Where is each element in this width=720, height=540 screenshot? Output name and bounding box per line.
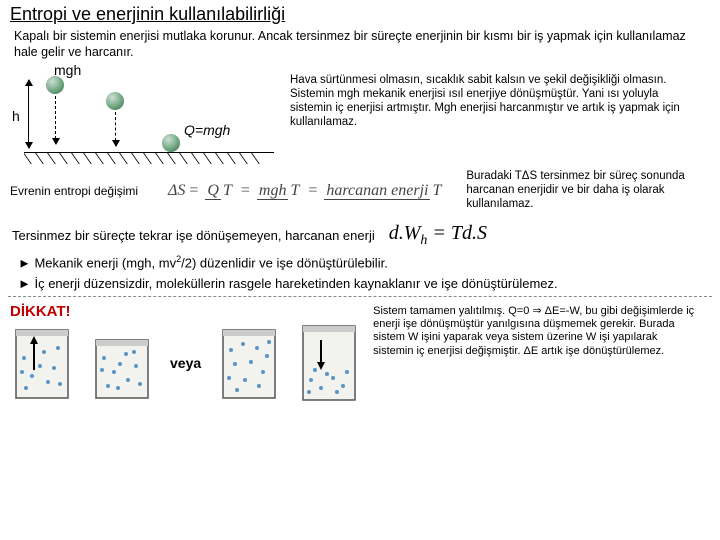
beakers-group: veya [10, 322, 361, 404]
veya-label: veya [170, 355, 201, 371]
h-arrow [28, 80, 29, 148]
bullet-mechanical: ► Mekanik enerji (mgh, mv2/2) düzenlidir… [0, 251, 720, 273]
ball-3 [162, 134, 180, 152]
falling-ball-diagram: mgh h Q=mgh [6, 64, 286, 164]
beaker-1 [10, 322, 74, 404]
floor-line [24, 152, 274, 164]
divider [8, 296, 712, 297]
row-diagram-explanation: mgh h Q=mgh Hava sürtünmesi olmasın, sıc… [0, 64, 720, 164]
page-title: Entropi ve enerjinin kullanılabilirliği [0, 0, 720, 27]
row-wasted-energy: Tersinmez bir süreçte tekrar işe dönüşem… [0, 214, 720, 251]
explanation-4: Sistem tamamen yalıtılmış. Q=0 ⇒ ΔE=-W, … [361, 303, 710, 358]
dwh-formula: d.Wh = Td.S [389, 222, 487, 249]
ball-1 [46, 76, 64, 94]
fall-arrow-2 [115, 112, 116, 146]
intro-text: Kapalı bir sistemin enerjisi mutlaka kor… [0, 27, 720, 64]
beaker-2 [90, 322, 154, 404]
bullet-internal: ► İç enerji düzensizdir, moleküllerin ra… [0, 273, 720, 294]
dikkat-label: DİKKAT! [10, 303, 80, 320]
row-formula: Evrenin entropi değişimi ΔΔSS = QT = mgh… [0, 164, 720, 213]
row-dikkat: DİKKAT! [0, 299, 720, 404]
beaker-4 [297, 322, 361, 404]
ball-2 [106, 92, 124, 110]
q-label: Q=mgh [184, 122, 230, 138]
entropy-caption: Evrenin entropi değişimi [10, 184, 160, 198]
explanation-2: Buradaki TΔS tersinmez bir süreç sonunda… [454, 170, 710, 211]
fall-arrow-1 [55, 96, 56, 144]
entropy-formula: ΔΔSS = QT = mghT = harcanan enerjiT [168, 182, 446, 200]
beaker-3 [217, 322, 281, 404]
h-label: h [12, 108, 20, 124]
wasted-energy-text: Tersinmez bir süreçte tekrar işe dönüşem… [12, 228, 375, 243]
explanation-1: Hava sürtünmesi olmasın, sıcaklık sabit … [286, 64, 714, 164]
